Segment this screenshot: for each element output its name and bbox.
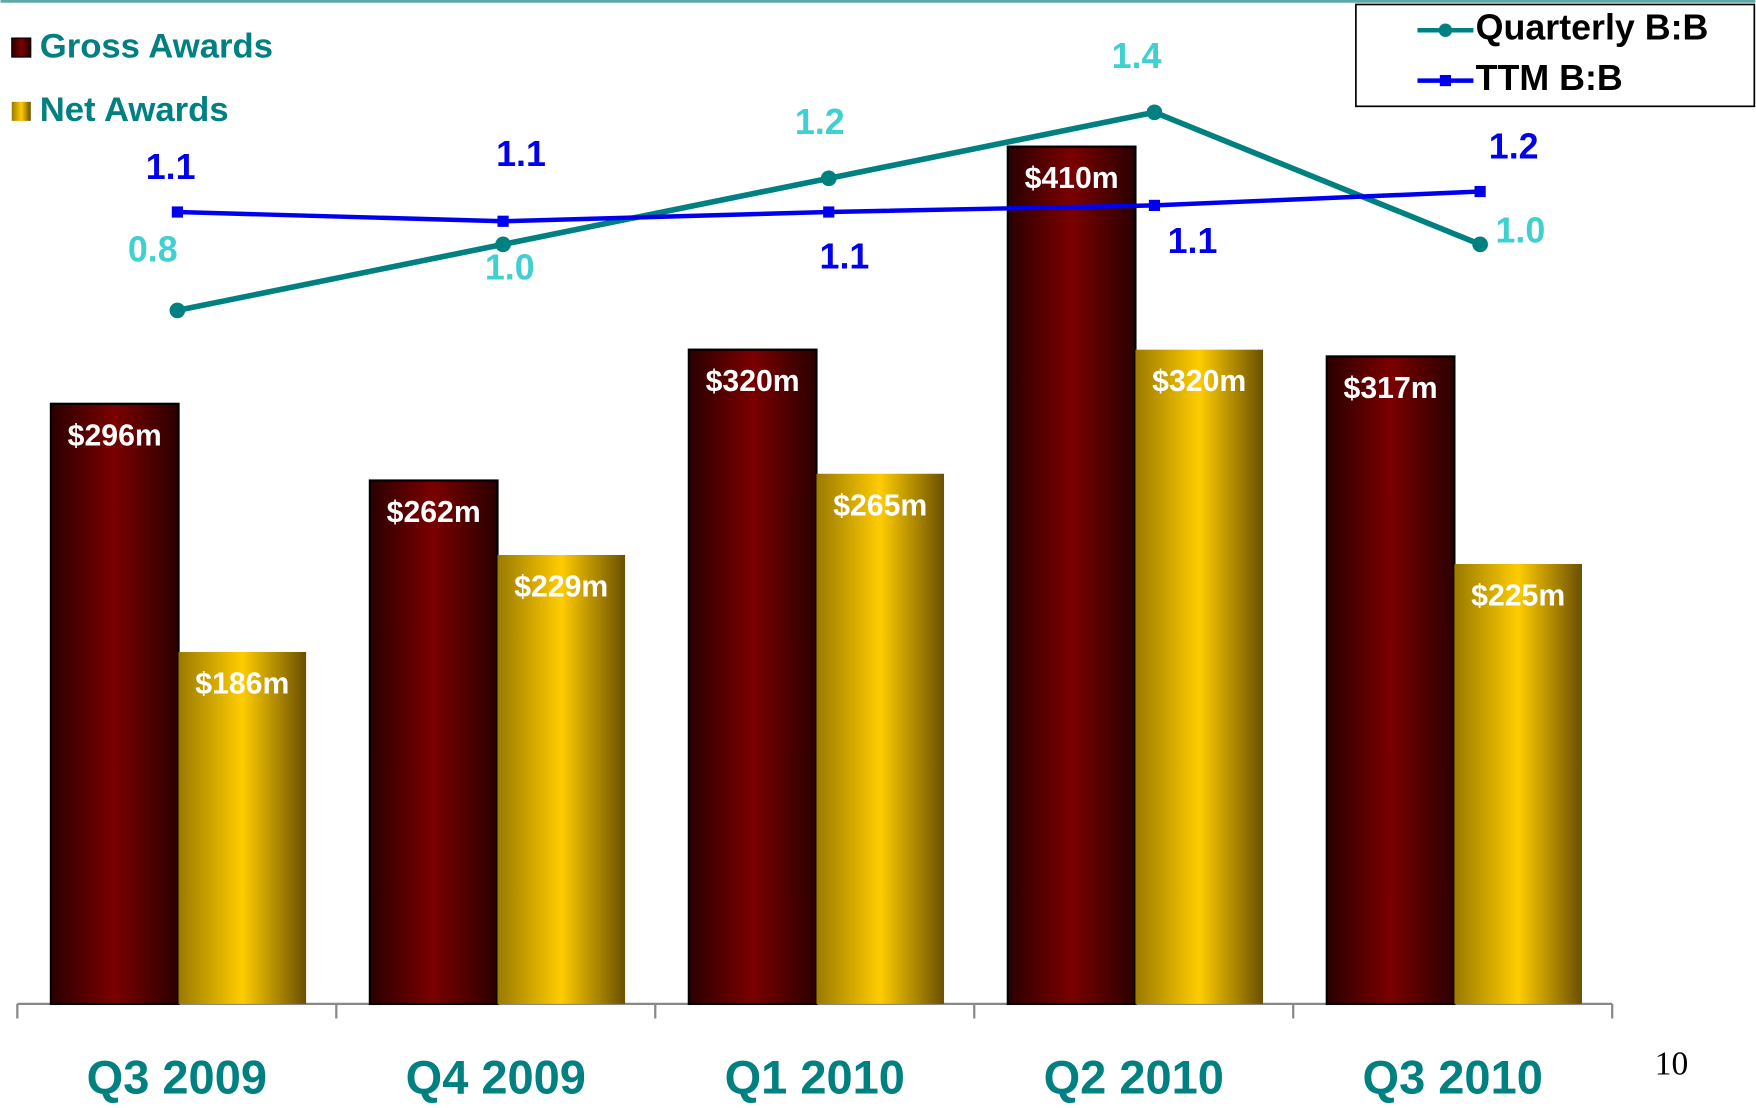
data-label: 1.4 <box>1112 36 1162 76</box>
data-label: $229m <box>514 571 608 604</box>
data-label: $320m <box>706 365 800 398</box>
data-label: 1.0 <box>1496 211 1546 251</box>
bar <box>1006 145 1137 1006</box>
data-label: $296m <box>68 419 162 452</box>
data-label: $265m <box>833 489 927 522</box>
page-number: 10 <box>1655 1045 1689 1082</box>
legend-swatch <box>11 101 31 121</box>
data-label: $225m <box>1471 580 1565 613</box>
bar <box>687 348 818 1006</box>
data-label: $317m <box>1344 372 1438 405</box>
legend-label: Quarterly B:B <box>1476 8 1709 48</box>
marker <box>1146 104 1163 121</box>
bar <box>368 479 499 1006</box>
data-label: 1.2 <box>795 102 845 142</box>
bar <box>1325 355 1456 1006</box>
legend-box <box>1355 3 1756 108</box>
x-tick-label: Q3 2010 <box>1363 1051 1543 1104</box>
data-label: 1.2 <box>1489 126 1539 166</box>
legend-label: Net Awards <box>40 91 229 129</box>
bar <box>1135 349 1264 1004</box>
x-tick-label: Q3 2009 <box>87 1051 267 1104</box>
marker <box>1472 236 1488 253</box>
bar <box>497 554 626 1004</box>
marker <box>495 236 511 253</box>
bar <box>178 651 307 1004</box>
data-label: 1.1 <box>146 147 196 187</box>
bar <box>816 473 945 1004</box>
data-label: $410m <box>1025 162 1119 195</box>
data-label: 1.0 <box>485 248 535 288</box>
data-label: 1.1 <box>1168 221 1218 261</box>
data-label: $186m <box>195 668 289 701</box>
marker <box>1474 185 1486 198</box>
data-label: 1.1 <box>820 236 870 276</box>
legend-label: TTM B:B <box>1476 58 1623 98</box>
legend-swatch <box>11 37 32 58</box>
marker <box>171 206 183 218</box>
bar <box>49 402 180 1006</box>
marker <box>497 215 509 227</box>
marker <box>820 170 837 187</box>
legend-marker <box>1438 23 1453 37</box>
data-label: 1.1 <box>496 134 546 174</box>
data-label: $262m <box>387 496 481 529</box>
marker <box>1148 199 1161 212</box>
marker <box>169 302 186 319</box>
x-tick-label: Q1 2010 <box>725 1051 905 1104</box>
x-tick-label: Q2 2010 <box>1044 1051 1224 1104</box>
data-label: $320m <box>1152 365 1246 398</box>
bar <box>1454 563 1582 1004</box>
marker <box>823 206 835 218</box>
x-tick-label: Q4 2009 <box>406 1051 586 1104</box>
legend-label: Gross Awards <box>40 27 273 65</box>
legend-marker <box>1439 74 1452 87</box>
data-label: 0.8 <box>128 230 178 270</box>
